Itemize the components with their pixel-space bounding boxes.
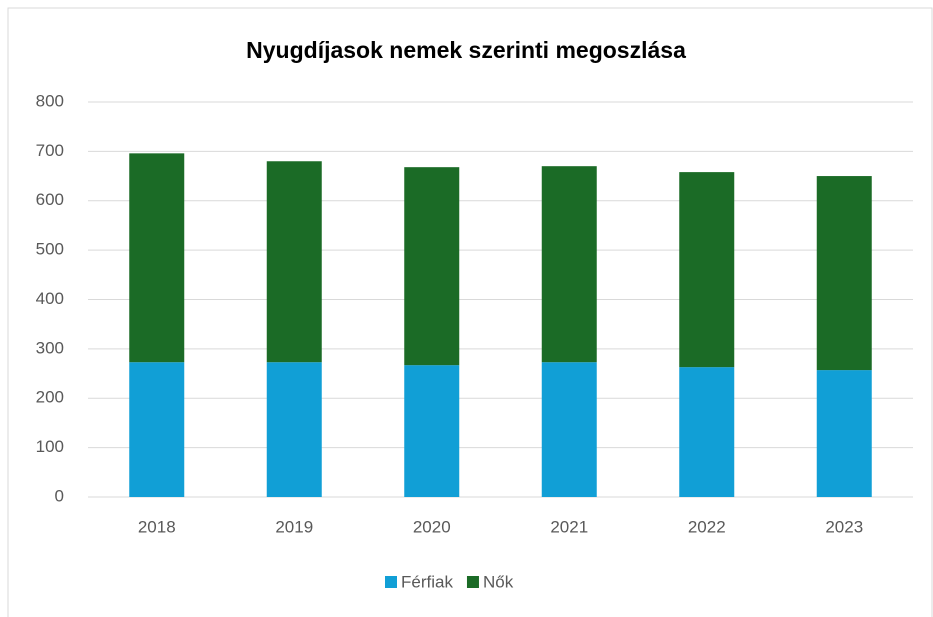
legend-label: Férfiak (401, 572, 453, 591)
bar-segment (816, 176, 872, 371)
bar-segment (266, 362, 322, 497)
x-tick-label: 2023 (825, 517, 863, 536)
bar-segment (541, 166, 597, 363)
bar-segment (266, 161, 322, 363)
bar-segment (129, 153, 185, 363)
legend-swatch (466, 576, 479, 588)
chart-title: Nyugdíjasok nemek szerinti megoszlása (246, 37, 686, 63)
y-tick-label: 800 (36, 91, 64, 110)
y-tick-label: 600 (36, 190, 64, 209)
bar-segment (816, 370, 872, 497)
y-tick-label: 700 (36, 141, 64, 160)
legend-label: Nők (483, 572, 514, 591)
bar-segment (129, 362, 185, 497)
legend-swatch (385, 576, 397, 588)
y-tick-label: 500 (36, 240, 64, 259)
y-tick-label: 0 (55, 486, 64, 505)
x-tick-label: 2019 (275, 517, 313, 536)
y-tick-label: 400 (36, 289, 64, 308)
bar-segment (404, 167, 460, 366)
y-tick-label: 100 (36, 437, 64, 456)
bar-segment (679, 172, 735, 368)
bar-segment (541, 362, 597, 497)
bar-segment (679, 367, 735, 497)
x-tick-label: 2020 (413, 517, 451, 536)
x-tick-label: 2018 (138, 517, 176, 536)
bar-segment (404, 365, 460, 497)
x-tick-label: 2021 (550, 517, 588, 536)
x-tick-label: 2022 (688, 517, 726, 536)
y-tick-label: 300 (36, 338, 64, 357)
y-tick-label: 200 (36, 388, 64, 407)
